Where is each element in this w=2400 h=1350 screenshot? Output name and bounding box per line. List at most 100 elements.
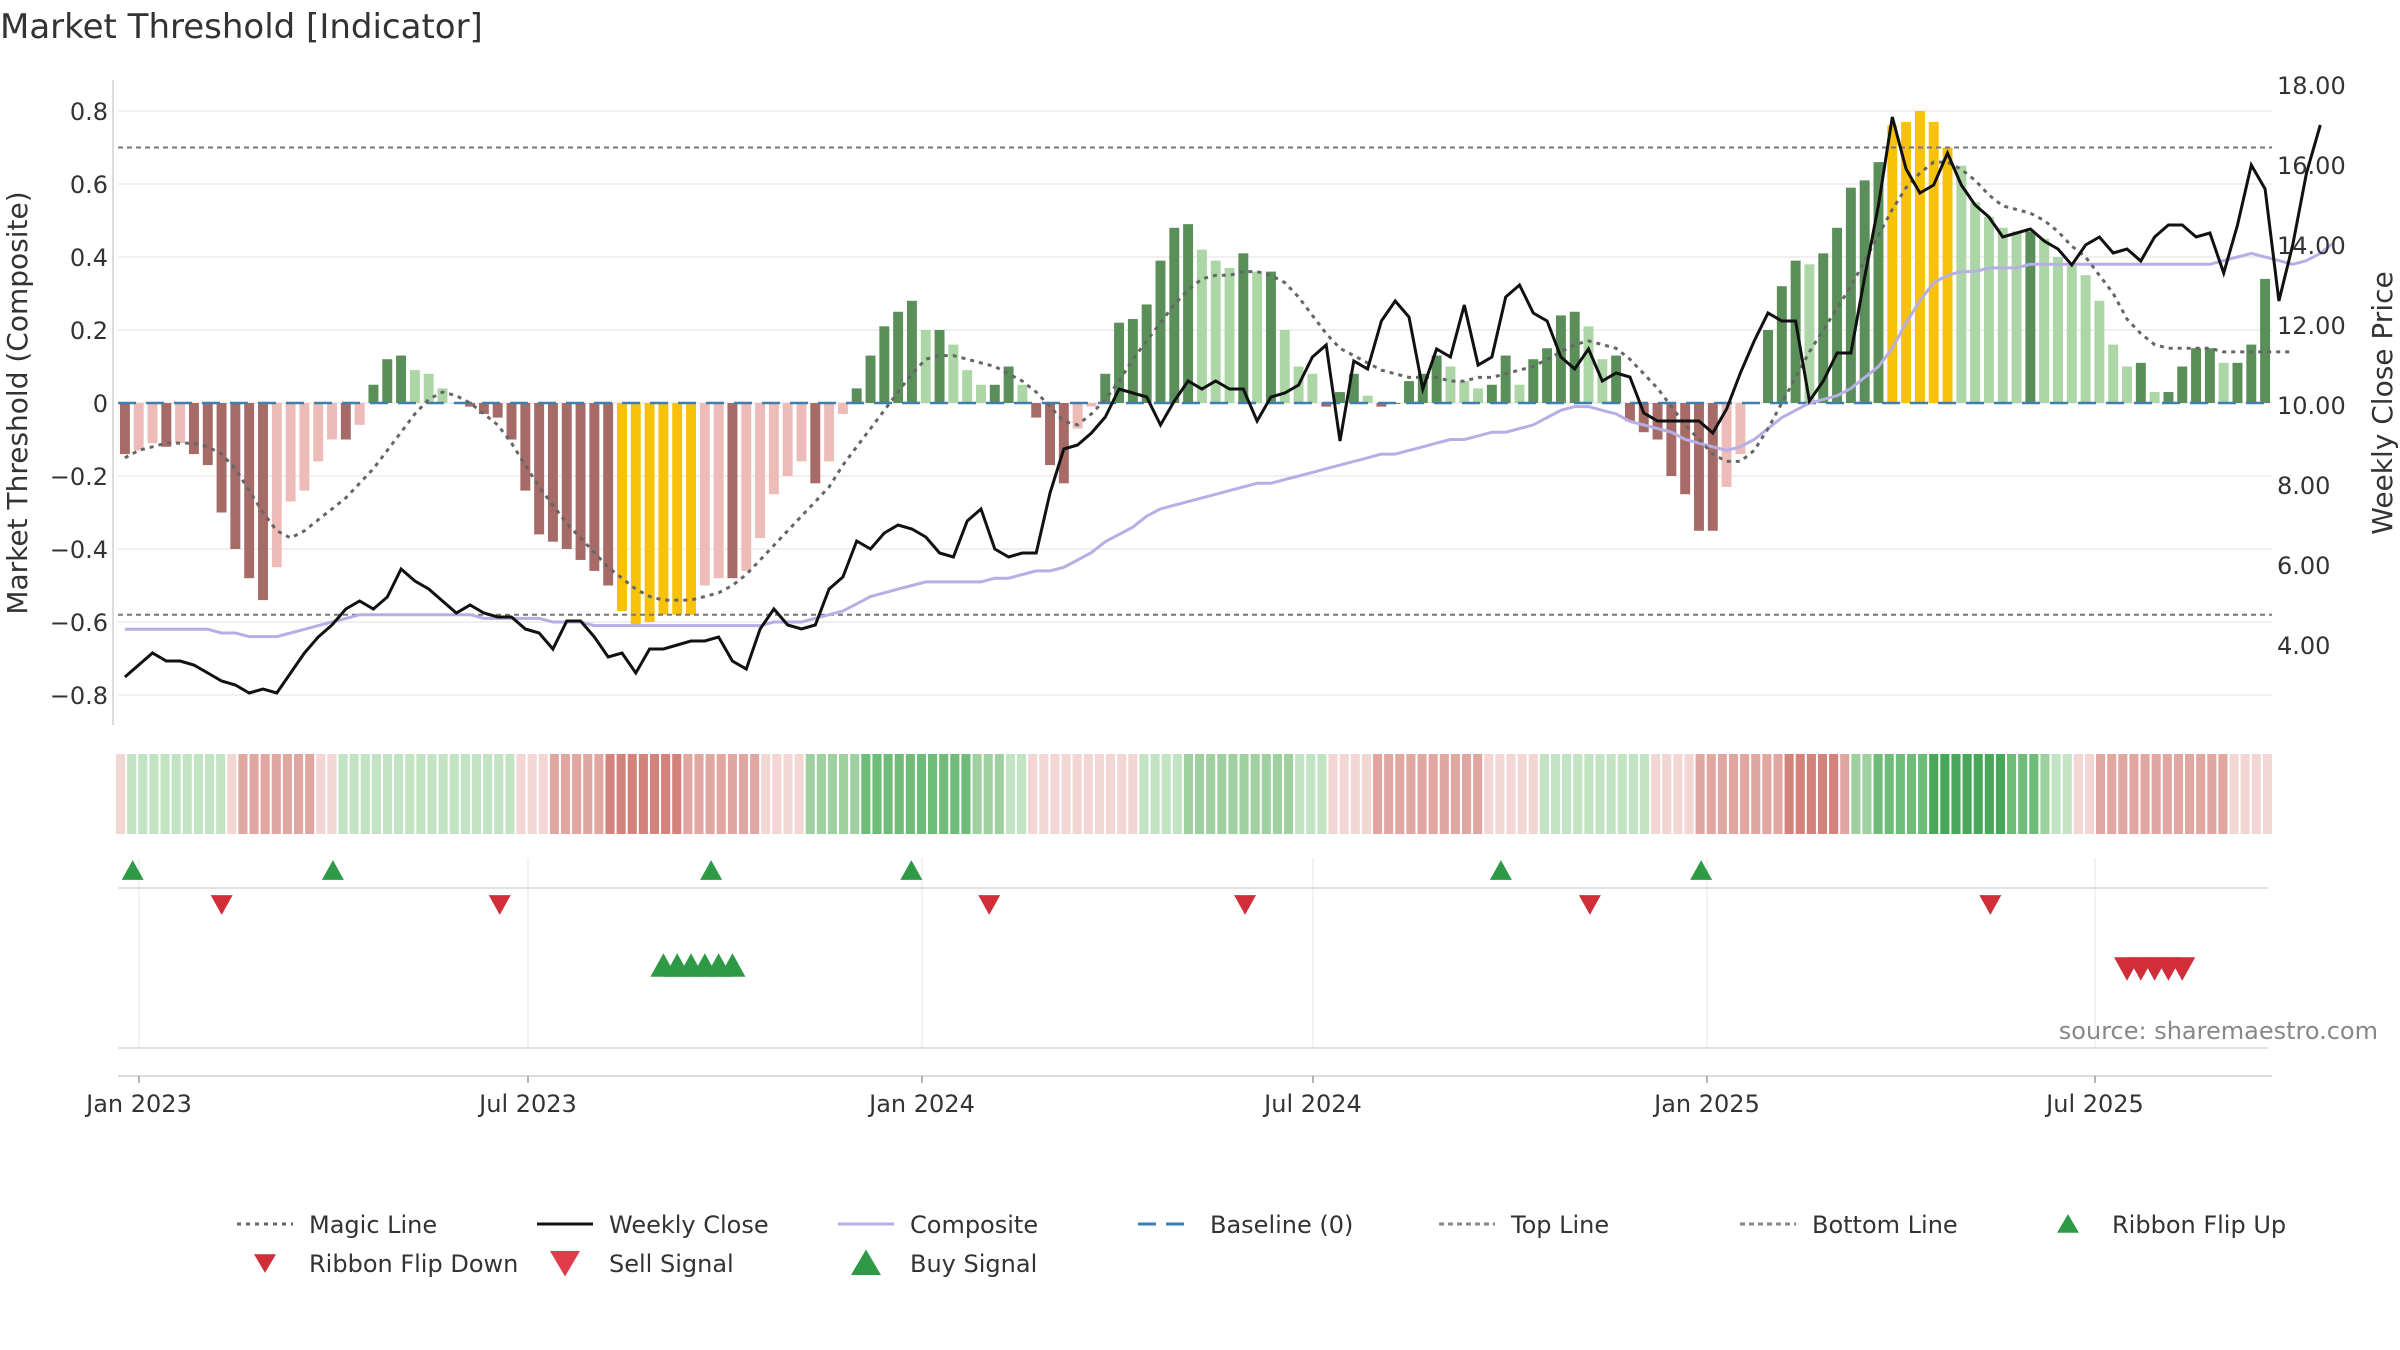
composite-bar <box>1638 403 1649 433</box>
ribbon-segment <box>872 754 882 834</box>
ribbon-segment <box>1617 754 1627 834</box>
ribbon-segment <box>1350 754 1360 834</box>
composite-bar <box>561 403 572 549</box>
composite-bar <box>1735 403 1746 455</box>
composite-bar <box>396 355 407 403</box>
right-axis-label: Weekly Close Price <box>2366 271 2399 534</box>
ribbon-segment <box>382 754 393 834</box>
ribbon-segment <box>305 754 315 834</box>
composite-bar <box>1183 224 1194 403</box>
ribbon-segment <box>249 754 259 834</box>
ribbon-segment <box>638 754 648 834</box>
ribbon-segment <box>1072 754 1082 834</box>
ribbon-segment <box>1606 754 1616 834</box>
ribbon-segment <box>983 754 993 834</box>
ribbon-segment <box>972 754 982 834</box>
ribbon-segment <box>916 754 927 834</box>
composite-bar <box>699 403 710 586</box>
ribbon-segment <box>216 754 226 834</box>
composite-bar <box>644 403 655 622</box>
legend-label: Ribbon Flip Down <box>309 1250 518 1278</box>
ribbon-segment <box>405 754 415 834</box>
ribbon-segment <box>1762 754 1772 834</box>
ribbon-segment <box>594 754 604 834</box>
left-tick-label: −0.8 <box>50 682 108 710</box>
ribbon-strip <box>116 754 2272 834</box>
composite-bar <box>409 370 420 403</box>
composite-bar <box>1611 355 1622 403</box>
ribbon-segment <box>1728 754 1739 834</box>
ribbon-segment <box>2151 754 2161 834</box>
composite-bar <box>782 403 793 476</box>
composite-bar <box>1914 111 1925 403</box>
legend-item: Buy Signal <box>851 1249 1037 1278</box>
composite-bar <box>1473 388 1484 403</box>
composite-bar <box>2135 362 2146 403</box>
ribbon-segment <box>1017 754 1027 834</box>
ribbon-segment <box>1651 754 1661 834</box>
composite-bar <box>1155 260 1166 403</box>
composite-bar <box>962 370 973 403</box>
ribbon-segment <box>2173 754 2184 834</box>
legend-label: Sell Signal <box>609 1250 734 1278</box>
ribbon-segment <box>2107 754 2117 834</box>
ribbon-segment <box>1117 754 1127 834</box>
legend-label: Composite <box>910 1211 1038 1239</box>
composite-bar <box>2177 366 2188 403</box>
legend-label: Magic Line <box>309 1211 437 1239</box>
legend-item: Composite <box>838 1211 1038 1239</box>
composite-bar <box>202 403 213 466</box>
ribbon-segment <box>1550 754 1561 834</box>
composite-bar <box>2260 278 2271 403</box>
ribbon-segment <box>1962 754 1972 834</box>
ribbon-segment <box>1573 754 1583 834</box>
ribbon-segment <box>282 754 292 834</box>
x-tick-label: Jul 2023 <box>477 1090 577 1118</box>
ribbon-segment <box>816 754 826 834</box>
legend-item: Bottom Line <box>1740 1211 1958 1239</box>
ribbon-segment <box>2007 754 2017 834</box>
composite-bar <box>368 384 379 403</box>
ribbon-segment <box>394 754 404 834</box>
composite-bar <box>1845 187 1856 403</box>
ribbon-segment <box>627 754 637 834</box>
composite-bar <box>2191 348 2202 403</box>
composite-bar <box>1376 403 1387 407</box>
composite-bar <box>2039 238 2050 403</box>
ribbon-segment <box>494 754 504 834</box>
magic-line <box>124 160 2293 602</box>
legend-swatch <box>2057 1214 2079 1233</box>
composite-bar <box>313 403 324 462</box>
ribbon-segment <box>994 754 1004 834</box>
composite-bar <box>727 403 738 579</box>
ribbon-segment <box>950 754 960 834</box>
legend-item: Ribbon Flip Down <box>254 1250 518 1278</box>
ribbon-segment <box>338 754 348 834</box>
ribbon-segment <box>127 754 137 834</box>
ribbon-segment <box>316 754 326 834</box>
composite-bar <box>547 403 558 542</box>
ribbon-segment <box>1995 754 2006 834</box>
ribbon-segment <box>416 754 426 834</box>
composite-bar <box>534 403 545 535</box>
ribbon-segment <box>1172 754 1182 834</box>
legend-swatch <box>254 1254 276 1273</box>
composite-bar <box>506 403 517 440</box>
right-tick-label: 18.00 <box>2277 72 2346 100</box>
ribbon-segment <box>1228 754 1238 834</box>
ribbon-flip-up-marker <box>321 860 344 880</box>
composite-bar <box>1666 403 1677 476</box>
composite-bar <box>1031 403 1042 418</box>
composite-bar <box>893 311 904 403</box>
ribbon-flip-up-marker <box>700 860 723 880</box>
composite-bar <box>1321 403 1332 407</box>
ribbon-segment <box>716 754 726 834</box>
ribbon-segment <box>2029 754 2039 834</box>
right-tick-label: 16.00 <box>2277 152 2346 180</box>
ribbon-segment <box>750 754 760 834</box>
ribbon-segment <box>116 754 126 834</box>
composite-bars <box>119 111 2271 626</box>
composite-bar <box>768 403 779 495</box>
composite-bar <box>589 403 600 571</box>
composite-bar <box>906 300 917 403</box>
